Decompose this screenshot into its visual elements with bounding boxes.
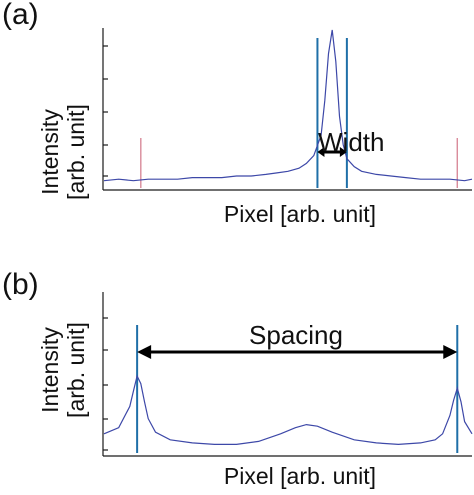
panel-a-x-axis-label: Pixel [arb. unit] <box>224 201 376 227</box>
panel-b-spacing-label: Spacing <box>249 320 343 350</box>
panel-a: (a) Intensity [arb. unit] Width Pixel [a… <box>2 0 473 227</box>
panel-a-y-axis-label-line2: [arb. unit] <box>63 104 89 200</box>
panel-b-y-axis-label-line2: [arb. unit] <box>63 322 89 418</box>
panel-b-intensity-trace <box>103 374 473 446</box>
panel-b-y-axis-label-line1: Intensity <box>37 327 63 413</box>
panel-a-label: (a) <box>2 0 39 31</box>
panel-a-intensity-trace <box>103 29 473 182</box>
panel-a-width-label: Width <box>318 127 384 157</box>
panel-a-width-arrowhead-left <box>317 147 325 157</box>
panel-b-x-axis-label: Pixel [arb. unit] <box>224 463 376 489</box>
panel-b: (b) Intensity [arb. unit] Spacing Pixel … <box>2 268 473 489</box>
panel-a-y-axis-label-line1: Intensity <box>37 109 63 195</box>
panel-a-width-arrowhead-right <box>339 147 347 157</box>
panel-b-spacing-arrowhead-right <box>443 345 458 359</box>
panel-b-label: (b) <box>2 268 39 301</box>
panel-b-spacing-arrowhead-left <box>137 345 152 359</box>
